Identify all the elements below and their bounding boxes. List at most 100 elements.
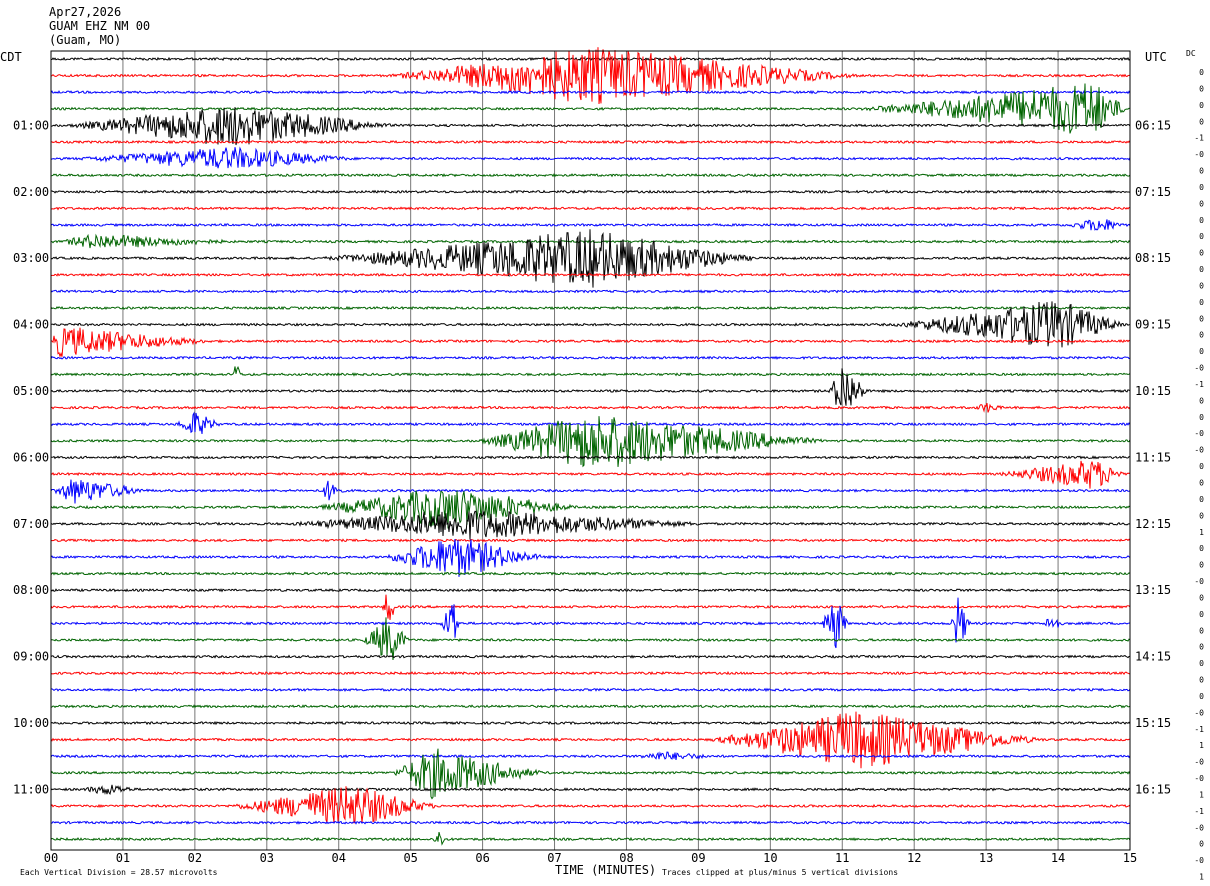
dc-offset-value: -1 [1194, 380, 1204, 389]
left-hour-label: 10:00 [13, 716, 49, 730]
x-tick-label: 07 [547, 851, 561, 865]
trace-line [50, 460, 1131, 489]
trace-line [50, 720, 1131, 726]
x-axis-label: TIME (MINUTES) [555, 863, 656, 877]
dc-offset-value: 0 [1199, 462, 1204, 471]
dc-offset-value: 0 [1199, 626, 1204, 635]
dc-offset-value: 1 [1199, 873, 1204, 882]
trace-line [50, 831, 1131, 846]
dc-offset-value: 0 [1199, 495, 1204, 504]
left-hour-label: 07:00 [13, 517, 49, 531]
trace-line [50, 711, 1130, 769]
dc-offset-value: 0 [1199, 396, 1204, 405]
trace-line [50, 654, 1131, 659]
dc-offset-value: 0 [1199, 167, 1204, 176]
right-hour-label: 06:15 [1135, 118, 1171, 132]
right-hour-labels: 06:15 07:15 08:15 09:15 10:15 11:15 12:15 13:15… [1135, 118, 1171, 796]
trace-line [50, 107, 1131, 146]
footer-scale-note: Each Vertical Division = 28.57 microvolt… [20, 868, 218, 877]
right-hour-label: 07:15 [1135, 185, 1171, 199]
dc-offset-value: 0 [1199, 101, 1204, 110]
dc-offset-value: 0 [1199, 593, 1204, 602]
x-tick-label: 13 [979, 851, 993, 865]
x-tick-labels: 00 01 02 03 04 05 06 07 08 09 10 11 12 13 14 15 [44, 851, 1137, 865]
trace-line [50, 594, 1131, 620]
right-hour-label: 16:15 [1135, 782, 1171, 796]
trace-line [50, 305, 1131, 311]
trace-line [50, 539, 1131, 577]
dc-offset-value: 0 [1199, 298, 1204, 307]
left-hour-label: 04:00 [13, 318, 49, 332]
trace-line [50, 368, 1131, 406]
right-timezone-label: UTC [1145, 50, 1167, 64]
dc-offset-value: 0 [1199, 413, 1204, 422]
x-tick-label: 05 [403, 851, 417, 865]
left-hour-label: 01:00 [13, 118, 49, 132]
plot-frame [50, 50, 1131, 851]
dc-offset-value: 0 [1199, 216, 1204, 225]
dc-offset-value: 0 [1199, 249, 1204, 258]
right-hour-label: 10:15 [1135, 384, 1171, 398]
trace-line [50, 146, 1131, 169]
dc-offset-value: 1 [1199, 528, 1204, 537]
trace-line [50, 206, 1131, 211]
dc-offset-value: 0 [1199, 479, 1204, 488]
dc-offset-value: -0 [1194, 708, 1204, 717]
dc-offset-value: -0 [1194, 577, 1204, 586]
trace-line [50, 670, 1131, 676]
trace-line [50, 704, 1131, 709]
x-tick-label: 12 [907, 851, 921, 865]
dc-offset-value: 0 [1199, 692, 1204, 701]
x-tick-label: 06 [475, 851, 489, 865]
trace-line [50, 327, 1131, 358]
dc-offset-value: 0 [1199, 84, 1204, 93]
left-hour-label: 03:00 [13, 251, 49, 265]
trace-line [50, 89, 1131, 95]
x-tick-label: 15 [1123, 851, 1137, 865]
dc-offset-value: 0 [1199, 117, 1204, 126]
trace-line [50, 784, 1131, 796]
dc-offset-value: -1 [1194, 725, 1204, 734]
dc-offset-value: 0 [1199, 183, 1204, 192]
trace-line [50, 786, 1131, 824]
dc-offset-value: 0 [1199, 840, 1204, 849]
dc-offset-value: -1 [1194, 807, 1204, 816]
left-hour-label: 06:00 [13, 450, 49, 464]
right-hour-label: 09:15 [1135, 318, 1171, 332]
dc-offset-value: 0 [1199, 676, 1204, 685]
dc-offset-value: -0 [1194, 429, 1204, 438]
left-hour-label: 02:00 [13, 185, 49, 199]
trace-line [50, 47, 1130, 105]
trace-line [50, 189, 1131, 194]
trace-line [50, 416, 1131, 468]
x-tick-label: 11 [835, 851, 849, 865]
left-hour-labels: 01:00 02:00 03:00 04:00 05:00 06:00 07:00 08:00… [13, 118, 49, 796]
dc-offset-value: 0 [1199, 281, 1204, 290]
dc-offset-value: -0 [1194, 774, 1204, 783]
x-tick-label: 08 [619, 851, 633, 865]
trace-line [50, 510, 1131, 540]
dc-offset-value: 0 [1199, 659, 1204, 668]
left-hour-label: 09:00 [13, 650, 49, 664]
trace-line [50, 617, 1131, 661]
left-hour-label: 08:00 [13, 583, 49, 597]
trace-line [50, 272, 1131, 277]
dc-offset-value: -0 [1194, 823, 1204, 832]
right-hour-label: 14:15 [1135, 650, 1171, 664]
dc-offset-value: 0 [1199, 347, 1204, 356]
trace-line [50, 587, 1131, 593]
dc-offset-value: 1 [1199, 741, 1204, 750]
trace-line [51, 687, 1131, 693]
left-hour-label: 05:00 [13, 384, 49, 398]
right-hour-label: 15:15 [1135, 716, 1171, 730]
x-tick-label: 04 [332, 851, 346, 865]
trace-line [50, 597, 1131, 649]
x-tick-label: 02 [188, 851, 202, 865]
trace-line [50, 229, 1131, 288]
right-hour-label: 08:15 [1135, 251, 1171, 265]
trace-line [50, 301, 1130, 348]
seismic-traces [50, 47, 1131, 846]
trace-line [50, 366, 1131, 377]
left-timezone-label: CDT [0, 50, 22, 64]
